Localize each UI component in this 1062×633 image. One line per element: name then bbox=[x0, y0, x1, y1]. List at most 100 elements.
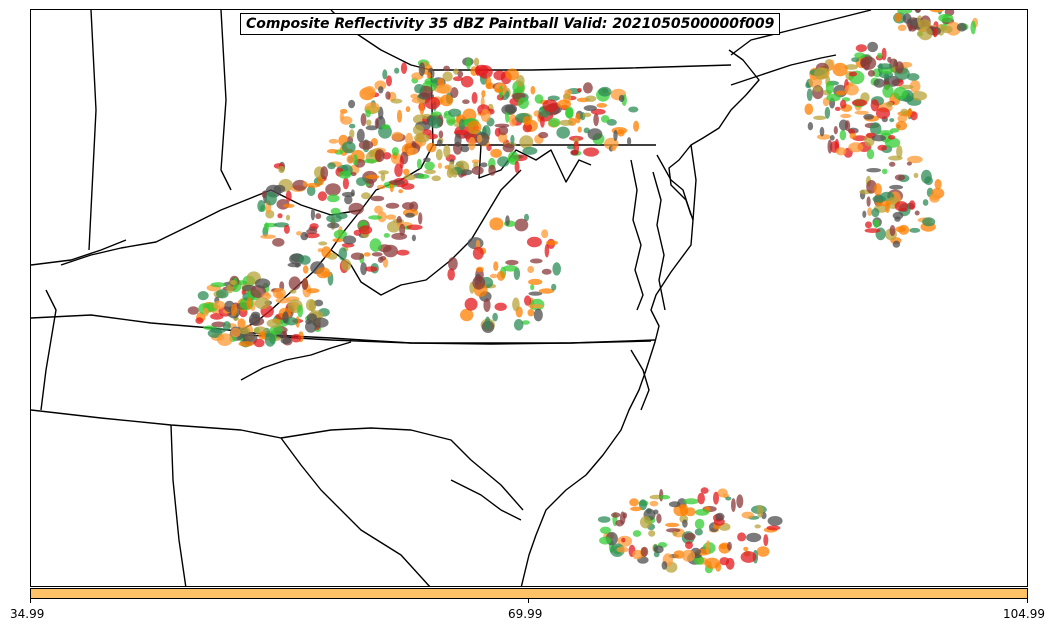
wv-va-border bbox=[330, 169, 522, 296]
reflectivity-blob bbox=[551, 283, 557, 291]
reflectivity-blob bbox=[833, 126, 838, 135]
reflectivity-blob bbox=[632, 549, 643, 560]
reflectivity-blob bbox=[388, 179, 405, 186]
reflectivity-blob bbox=[377, 211, 387, 223]
reflectivity-blob bbox=[443, 144, 451, 158]
reflectivity-blob bbox=[358, 225, 373, 235]
nc-sc-border bbox=[280, 427, 524, 511]
reflectivity-blob bbox=[679, 504, 689, 517]
reflectivity-blob bbox=[534, 94, 544, 104]
reflectivity-blob bbox=[356, 177, 367, 187]
reflectivity-blob bbox=[450, 87, 459, 99]
reflectivity-blob bbox=[315, 213, 322, 220]
reflectivity-blob bbox=[517, 97, 529, 109]
colorbar-tick-min bbox=[30, 599, 31, 603]
reflectivity-blob bbox=[504, 104, 518, 114]
reflectivity-blob bbox=[824, 106, 831, 119]
reflectivity-blob bbox=[839, 129, 847, 141]
reflectivity-blob bbox=[350, 189, 355, 197]
reflectivity-blob bbox=[834, 106, 841, 111]
reflectivity-blob bbox=[593, 113, 599, 127]
reflectivity-blob bbox=[682, 519, 688, 528]
reflectivity-blob bbox=[911, 91, 928, 101]
reflectivity-blob bbox=[483, 298, 491, 312]
reflectivity-blob bbox=[621, 537, 626, 543]
reflectivity-blob bbox=[503, 265, 518, 272]
reflectivity-blob bbox=[884, 137, 901, 148]
reflectivity-blob bbox=[380, 172, 386, 182]
reflectivity-blob bbox=[418, 62, 426, 77]
reflectivity-blob bbox=[873, 183, 882, 196]
reflectivity-blob bbox=[629, 498, 639, 507]
reflectivity-blob bbox=[894, 216, 901, 222]
reflectivity-blob bbox=[513, 319, 524, 331]
reflectivity-blob bbox=[566, 145, 576, 150]
reflectivity-blob bbox=[414, 83, 425, 94]
reflectivity-blob bbox=[889, 225, 896, 237]
reflectivity-blob bbox=[907, 155, 923, 164]
reflectivity-blob bbox=[210, 313, 224, 320]
reflectivity-blob bbox=[583, 82, 593, 94]
reflectivity-blob bbox=[545, 240, 559, 246]
reflectivity-blob bbox=[851, 57, 860, 63]
reflectivity-blob bbox=[431, 175, 441, 182]
reflectivity-blob bbox=[530, 284, 535, 291]
reflectivity-blob bbox=[596, 103, 608, 108]
reflectivity-blob bbox=[672, 530, 678, 537]
reflectivity-blob bbox=[467, 237, 484, 250]
reflectivity-blob bbox=[210, 282, 226, 288]
in-ky-border bbox=[31, 239, 127, 266]
reflectivity-blob bbox=[877, 63, 893, 70]
reflectivity-blob bbox=[460, 308, 474, 322]
reflectivity-blob bbox=[471, 166, 484, 175]
reflectivity-blob bbox=[326, 149, 339, 154]
reflectivity-blob bbox=[402, 202, 415, 210]
reflectivity-blob bbox=[725, 496, 732, 501]
reflectivity-blob bbox=[908, 200, 916, 210]
new-england bbox=[730, 10, 872, 56]
reflectivity-blob bbox=[683, 498, 699, 505]
reflectivity-blob bbox=[530, 258, 543, 264]
reflectivity-blob bbox=[495, 82, 506, 89]
reflectivity-blob bbox=[435, 149, 443, 161]
va-nc-border bbox=[245, 334, 656, 345]
reflectivity-blob bbox=[521, 320, 530, 325]
reflectivity-blob bbox=[391, 131, 404, 141]
reflectivity-blob bbox=[932, 10, 945, 13]
reflectivity-blob bbox=[585, 95, 597, 102]
reflectivity-blob bbox=[327, 162, 336, 170]
reflectivity-blob bbox=[238, 341, 254, 347]
reflectivity-blob bbox=[443, 65, 450, 71]
tn-ga-al-border bbox=[31, 409, 282, 439]
reflectivity-blob bbox=[541, 229, 549, 239]
reflectivity-blob bbox=[659, 495, 671, 500]
reflectivity-blob bbox=[606, 119, 617, 126]
reflectivity-blob bbox=[717, 488, 728, 498]
reflectivity-blob bbox=[840, 99, 847, 109]
chesapeake-west bbox=[630, 159, 644, 311]
reflectivity-blob bbox=[640, 516, 652, 529]
reflectivity-blob bbox=[289, 289, 297, 294]
reflectivity-blob bbox=[829, 135, 835, 141]
reflectivity-blob bbox=[195, 317, 204, 324]
reflectivity-blob bbox=[640, 546, 649, 557]
colorbar-tick-max bbox=[1027, 599, 1028, 603]
reflectivity-blob bbox=[887, 56, 892, 63]
reflectivity-blob bbox=[370, 195, 385, 202]
reflectivity-blob bbox=[632, 530, 642, 537]
reflectivity-blob bbox=[598, 86, 612, 97]
reflectivity-blob bbox=[819, 126, 825, 137]
reflectivity-blob bbox=[374, 80, 387, 91]
reflectivity-blob bbox=[476, 266, 484, 273]
reflectivity-blob bbox=[299, 255, 311, 265]
reflectivity-blob bbox=[306, 182, 321, 188]
sc-ga-border bbox=[280, 437, 431, 586]
reflectivity-blob bbox=[366, 119, 372, 126]
reflectivity-blob bbox=[396, 249, 410, 256]
reflectivity-blob bbox=[512, 297, 520, 312]
reflectivity-blob bbox=[649, 500, 659, 507]
reflectivity-blob bbox=[280, 336, 292, 345]
reflectivity-blob bbox=[473, 57, 480, 67]
reflectivity-blob bbox=[382, 257, 389, 268]
reflectivity-blob bbox=[302, 265, 309, 274]
